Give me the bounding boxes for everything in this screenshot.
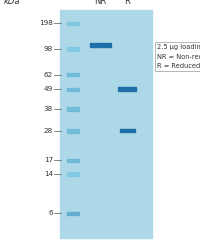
- FancyBboxPatch shape: [67, 172, 79, 175]
- FancyBboxPatch shape: [67, 211, 79, 215]
- FancyBboxPatch shape: [67, 107, 79, 110]
- Text: 198: 198: [39, 20, 53, 26]
- FancyBboxPatch shape: [67, 22, 79, 25]
- FancyBboxPatch shape: [67, 73, 79, 76]
- Text: kDa: kDa: [4, 0, 20, 6]
- Text: 14: 14: [44, 171, 53, 177]
- Text: 2.5 µg loading
NR = Non-reduced
R = Reduced: 2.5 µg loading NR = Non-reduced R = Redu…: [157, 44, 200, 69]
- FancyBboxPatch shape: [60, 10, 152, 238]
- FancyBboxPatch shape: [90, 43, 110, 47]
- FancyBboxPatch shape: [67, 129, 79, 133]
- FancyBboxPatch shape: [67, 47, 79, 50]
- Text: 49: 49: [44, 86, 53, 92]
- Text: NR: NR: [94, 0, 106, 6]
- Text: 28: 28: [44, 128, 53, 134]
- FancyBboxPatch shape: [120, 129, 134, 132]
- FancyBboxPatch shape: [118, 87, 136, 91]
- Text: 38: 38: [44, 106, 53, 112]
- Text: R: R: [124, 0, 130, 6]
- FancyBboxPatch shape: [67, 159, 79, 162]
- Text: 98: 98: [44, 46, 53, 52]
- Text: 17: 17: [44, 158, 53, 163]
- Text: 6: 6: [48, 210, 53, 216]
- FancyBboxPatch shape: [67, 88, 79, 91]
- Text: 62: 62: [44, 72, 53, 78]
